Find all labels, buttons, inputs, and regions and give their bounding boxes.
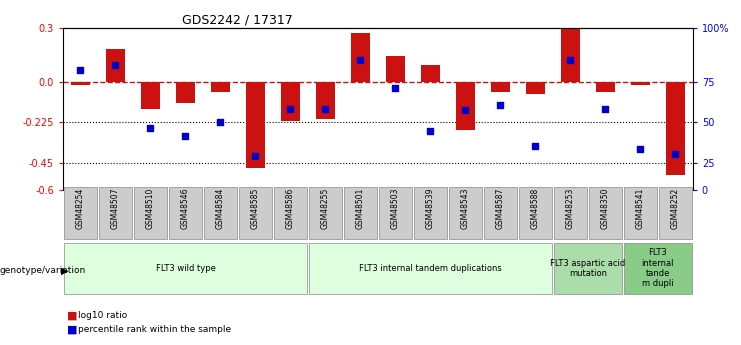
Text: GSM48253: GSM48253 bbox=[566, 188, 575, 229]
Text: ■: ■ bbox=[67, 325, 77, 334]
Point bbox=[75, 67, 87, 72]
Text: GSM48586: GSM48586 bbox=[286, 188, 295, 229]
Text: GSM48585: GSM48585 bbox=[251, 188, 260, 229]
FancyBboxPatch shape bbox=[169, 187, 202, 239]
Text: GSM48588: GSM48588 bbox=[531, 188, 540, 229]
FancyBboxPatch shape bbox=[133, 187, 167, 239]
Point bbox=[110, 62, 122, 68]
Text: FLT3 internal tandem duplications: FLT3 internal tandem duplications bbox=[359, 264, 502, 273]
FancyBboxPatch shape bbox=[519, 187, 552, 239]
Text: GSM48546: GSM48546 bbox=[181, 188, 190, 229]
Text: GSM48503: GSM48503 bbox=[391, 188, 400, 229]
Bar bbox=[211, 82, 230, 92]
FancyBboxPatch shape bbox=[64, 243, 308, 294]
Point bbox=[144, 125, 156, 131]
FancyBboxPatch shape bbox=[204, 187, 237, 239]
Point bbox=[565, 57, 576, 63]
Bar bbox=[386, 57, 405, 82]
FancyBboxPatch shape bbox=[64, 187, 97, 239]
Point bbox=[319, 106, 331, 111]
FancyBboxPatch shape bbox=[99, 187, 133, 239]
FancyBboxPatch shape bbox=[659, 187, 692, 239]
Text: GSM48254: GSM48254 bbox=[76, 188, 85, 229]
Bar bbox=[596, 82, 615, 92]
Text: GDS2242 / 17317: GDS2242 / 17317 bbox=[182, 14, 293, 27]
Bar bbox=[665, 82, 685, 175]
Bar bbox=[561, 28, 580, 82]
Text: percentile rank within the sample: percentile rank within the sample bbox=[78, 325, 231, 334]
Bar bbox=[456, 82, 475, 130]
FancyBboxPatch shape bbox=[308, 243, 552, 294]
Text: GSM48541: GSM48541 bbox=[636, 188, 645, 229]
Text: GSM48507: GSM48507 bbox=[111, 188, 120, 229]
Point bbox=[285, 106, 296, 111]
FancyBboxPatch shape bbox=[239, 187, 272, 239]
FancyBboxPatch shape bbox=[554, 243, 622, 294]
FancyBboxPatch shape bbox=[623, 243, 692, 294]
Text: GSM48510: GSM48510 bbox=[146, 188, 155, 229]
Point bbox=[354, 57, 366, 63]
Text: FLT3
internal
tande
m dupli: FLT3 internal tande m dupli bbox=[642, 248, 674, 288]
Bar bbox=[526, 82, 545, 94]
Point bbox=[215, 119, 227, 125]
Bar bbox=[141, 82, 160, 109]
FancyBboxPatch shape bbox=[344, 187, 377, 239]
Point bbox=[390, 85, 402, 90]
Point bbox=[250, 153, 262, 158]
Bar bbox=[246, 82, 265, 168]
Point bbox=[425, 129, 436, 134]
Text: GSM48543: GSM48543 bbox=[461, 188, 470, 229]
Bar bbox=[106, 49, 125, 82]
FancyBboxPatch shape bbox=[379, 187, 412, 239]
Bar bbox=[316, 82, 335, 119]
Text: FLT3 wild type: FLT3 wild type bbox=[156, 264, 216, 273]
Bar bbox=[421, 66, 440, 82]
Text: ■: ■ bbox=[67, 311, 77, 321]
FancyBboxPatch shape bbox=[484, 187, 517, 239]
Text: ▶: ▶ bbox=[61, 266, 68, 276]
FancyBboxPatch shape bbox=[623, 187, 657, 239]
Point bbox=[179, 134, 191, 139]
Bar bbox=[631, 82, 650, 85]
Text: GSM48587: GSM48587 bbox=[496, 188, 505, 229]
Text: GSM48584: GSM48584 bbox=[216, 188, 225, 229]
Text: genotype/variation: genotype/variation bbox=[0, 266, 86, 275]
Bar bbox=[491, 82, 510, 92]
FancyBboxPatch shape bbox=[448, 187, 482, 239]
FancyBboxPatch shape bbox=[588, 187, 622, 239]
FancyBboxPatch shape bbox=[554, 187, 587, 239]
Point bbox=[669, 151, 681, 157]
Bar bbox=[281, 82, 300, 121]
Point bbox=[494, 103, 506, 108]
FancyBboxPatch shape bbox=[413, 187, 448, 239]
Text: FLT3 aspartic acid
mutation: FLT3 aspartic acid mutation bbox=[551, 258, 625, 278]
Bar bbox=[71, 82, 90, 85]
Bar bbox=[350, 33, 370, 82]
Text: GSM48501: GSM48501 bbox=[356, 188, 365, 229]
Text: GSM48539: GSM48539 bbox=[426, 188, 435, 229]
Bar bbox=[176, 82, 195, 103]
FancyBboxPatch shape bbox=[308, 187, 342, 239]
Point bbox=[634, 146, 646, 152]
Text: GSM48255: GSM48255 bbox=[321, 188, 330, 229]
Point bbox=[459, 108, 471, 113]
Text: GSM48252: GSM48252 bbox=[671, 188, 679, 229]
Text: log10 ratio: log10 ratio bbox=[78, 311, 127, 320]
Point bbox=[599, 106, 611, 111]
FancyBboxPatch shape bbox=[273, 187, 308, 239]
Point bbox=[529, 143, 541, 149]
Text: GSM48350: GSM48350 bbox=[601, 188, 610, 229]
